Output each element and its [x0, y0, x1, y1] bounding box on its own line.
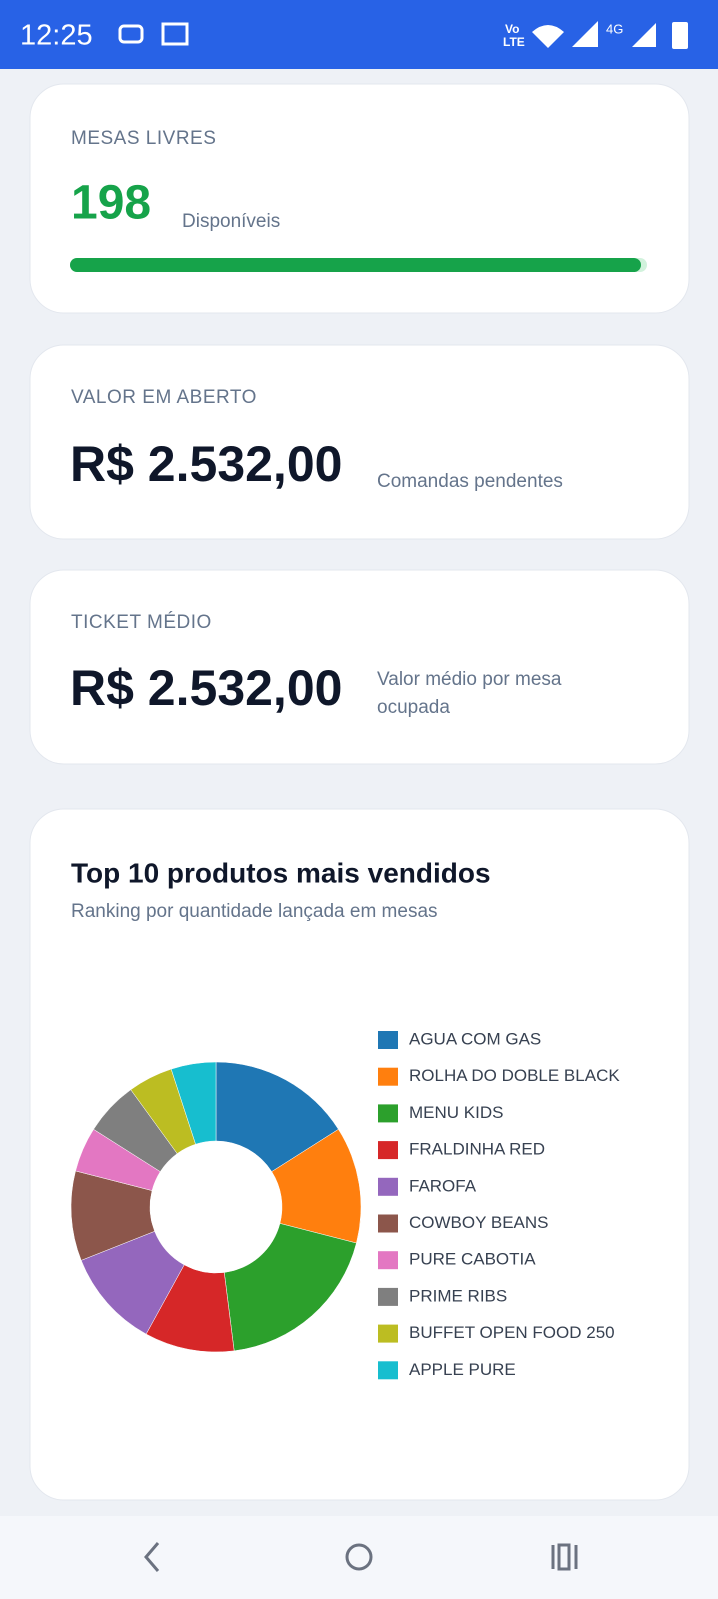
legend-swatch — [378, 1287, 398, 1306]
legend-label: COWBOY BEANS — [409, 1213, 549, 1232]
status-time: 12:25 — [20, 20, 93, 52]
legend-label: MENU KIDS — [409, 1103, 503, 1122]
card — [29, 569, 690, 765]
card-note: ocupada — [377, 697, 450, 718]
card-note: Comandas pendentes — [377, 471, 563, 492]
legend-label: APPLE PURE — [409, 1360, 516, 1379]
nav-bar — [0, 1516, 718, 1599]
signal-icon — [572, 21, 598, 47]
legend-swatch — [378, 1104, 398, 1123]
donut-slice — [223, 1223, 357, 1352]
legend-swatch — [378, 1214, 398, 1233]
legend-label: AGUA COM GAS — [409, 1029, 541, 1048]
card-label: VALOR EM ABERTO — [71, 387, 257, 408]
back-button[interactable] — [144, 1542, 160, 1572]
network-type: 4G — [606, 21, 623, 36]
recents-button[interactable] — [551, 1543, 578, 1571]
legend-label: PURE CABOTIA — [409, 1250, 536, 1269]
progress-fill — [70, 258, 641, 272]
signal-icon — [632, 23, 656, 47]
legend-label: FRALDINHA RED — [409, 1140, 545, 1159]
card-label: MESAS LIVRES — [71, 128, 216, 149]
legend-swatch — [378, 1324, 398, 1343]
card — [29, 344, 690, 540]
card-label: TICKET MÉDIO — [71, 612, 212, 633]
notification-icon — [161, 22, 189, 46]
donut-slice — [170, 1061, 217, 1145]
card-value: R$ 2.532,00 — [70, 660, 342, 716]
legend-label: ROLHA DO DOBLE BLACK — [409, 1066, 620, 1085]
card-value: R$ 2.532,00 — [70, 436, 342, 492]
home-button[interactable] — [345, 1543, 373, 1571]
volte-icon: Vo — [505, 22, 519, 36]
chart-subtitle: Ranking por quantidade lançada em mesas — [71, 901, 438, 922]
card-note: Valor médio por mesa — [377, 669, 562, 690]
donut-slice — [215, 1061, 339, 1172]
legend-swatch — [378, 1361, 398, 1380]
legend-label: FAROFA — [409, 1176, 477, 1195]
chart-title: Top 10 produtos mais vendidos — [71, 857, 491, 888]
notification-icon — [118, 24, 144, 44]
wifi-icon — [532, 25, 564, 48]
card-note: Disponíveis — [182, 211, 280, 232]
legend-swatch — [378, 1177, 398, 1196]
legend-label: PRIME RIBS — [409, 1286, 507, 1305]
legend-swatch — [378, 1141, 398, 1160]
volte-icon: LTE — [503, 35, 525, 49]
legend-swatch — [378, 1251, 398, 1270]
legend-swatch — [378, 1067, 398, 1086]
card — [29, 83, 690, 314]
battery-icon — [672, 22, 688, 49]
legend-swatch — [378, 1031, 398, 1049]
legend-label: BUFFET OPEN FOOD 250 — [409, 1323, 615, 1342]
card-value: 198 — [71, 177, 151, 230]
